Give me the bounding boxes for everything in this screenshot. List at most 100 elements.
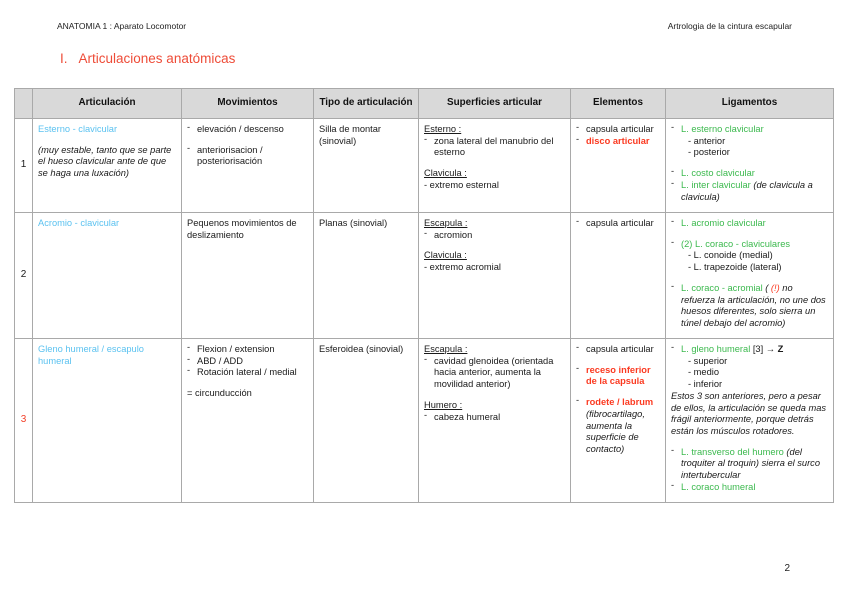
list-item: - extremo esternal bbox=[424, 179, 499, 190]
list-item: - extremo acromial bbox=[424, 262, 501, 273]
dash-bullet-icon: - bbox=[671, 479, 675, 490]
movement-text: Pequenos movimientos de deslizamiento bbox=[187, 218, 297, 240]
list-item: - Flexion / extension bbox=[187, 342, 275, 354]
cell-tipo: Esferoidea (sinovial) bbox=[313, 338, 419, 503]
dash-bullet-icon: - bbox=[576, 342, 580, 352]
dash-bullet-icon: - bbox=[671, 236, 675, 247]
dash-bullet-icon: - bbox=[576, 122, 580, 132]
cell-superficies: Escapula : - cavidad glenoidea (orientada… bbox=[418, 338, 571, 503]
table-header-row: Articulación Movimientos Tipo de articul… bbox=[14, 88, 834, 119]
cell-ligamentos: - L. esterno clavicular - anterior - post… bbox=[665, 118, 834, 213]
cell-articulacion: Acromio - clavicular bbox=[32, 212, 182, 339]
dash-bullet-icon: - bbox=[424, 133, 428, 144]
cell-movimientos: Pequenos movimientos de deslizamiento bbox=[181, 212, 314, 339]
doc-header-right: Artrologia de la cintura escapular bbox=[667, 21, 792, 31]
list-item: - L. esterno clavicular bbox=[671, 122, 764, 134]
table-row: 1 Esterno - clavicular (muy estable, tan… bbox=[14, 118, 834, 213]
surface-heading: Clavicula : bbox=[424, 168, 467, 179]
movement-summary: = circunducción bbox=[187, 388, 252, 399]
cell-articulacion: Esterno - clavicular (muy estable, tanto… bbox=[32, 118, 182, 213]
cell-movimientos: - Flexion / extension - ABD / ADD - Rotació… bbox=[181, 338, 314, 503]
surface-heading: Escapula : bbox=[424, 344, 468, 354]
list-item: - (2) L. coraco - claviculares bbox=[671, 236, 791, 249]
dash-bullet-icon: - bbox=[671, 177, 675, 188]
list-item: - L. gleno humeral [3] → Z bbox=[671, 342, 784, 354]
sub-item: - L. conoide (medial) bbox=[688, 250, 773, 261]
list-item: - L. coraco humeral bbox=[671, 479, 756, 492]
dash-bullet-icon: - bbox=[187, 122, 191, 132]
col-header-tipo: Tipo de articulación bbox=[313, 88, 419, 119]
col-header-movimientos: Movimientos bbox=[181, 88, 314, 119]
table-row: 2 Acromio - clavicular Pequenos movimien… bbox=[14, 212, 834, 339]
dash-bullet-icon: - bbox=[187, 342, 191, 352]
list-item: - L. transverso del humero (del troquiter… bbox=[671, 444, 820, 481]
dash-bullet-icon: - bbox=[424, 353, 428, 364]
cell-ligamentos: - L. gleno humeral [3] → Z - superior - m… bbox=[665, 338, 834, 503]
row-number: 3 bbox=[14, 338, 33, 503]
articulation-name: Esterno - clavicular bbox=[38, 124, 118, 134]
list-item: - cabeza humeral bbox=[424, 409, 501, 422]
list-item: - ABD / ADD bbox=[187, 353, 243, 366]
sub-item: - medio bbox=[688, 367, 720, 378]
list-item: - anteriorisacion / posteriorisación bbox=[187, 142, 263, 167]
articulation-note: (muy estable, tanto que se parte el hues… bbox=[38, 144, 172, 179]
dash-bullet-icon: - bbox=[671, 444, 675, 455]
warning-mark: (!) bbox=[770, 282, 780, 293]
joint-type: Planas (sinovial) bbox=[319, 218, 388, 228]
dash-bullet-icon: - bbox=[671, 122, 675, 132]
articulation-name: Gleno humeral / escapulo humeral bbox=[38, 344, 144, 366]
sub-item: - superior bbox=[688, 355, 728, 366]
cell-superficies: Escapula : - acromion Clavicula : - extre… bbox=[418, 212, 571, 339]
dash-bullet-icon: - bbox=[424, 409, 428, 420]
dash-bullet-icon: - bbox=[671, 342, 675, 352]
cell-elementos: - capsula articular - disco articular bbox=[570, 118, 666, 213]
surface-heading: Humero : bbox=[424, 399, 463, 410]
joint-type: Silla de montar (sinovial) bbox=[319, 124, 382, 146]
doc-header-left: ANATOMIA 1 : Aparato Locomotor bbox=[57, 21, 187, 31]
dash-bullet-icon: - bbox=[576, 133, 580, 144]
dash-bullet-icon: - bbox=[576, 216, 580, 226]
cell-elementos: - capsula articular bbox=[570, 212, 666, 339]
surface-heading: Clavicula : bbox=[424, 250, 467, 261]
list-item: - Rotación lateral / medial bbox=[187, 365, 297, 378]
dash-bullet-icon: - bbox=[576, 395, 580, 406]
col-header-ligamentos: Ligamentos bbox=[665, 88, 834, 119]
col-header-articulacion: Articulación bbox=[32, 88, 182, 119]
z-mark: → Z bbox=[765, 344, 784, 354]
cell-articulacion: Gleno humeral / escapulo humeral bbox=[32, 338, 182, 503]
dash-bullet-icon: - bbox=[576, 362, 580, 373]
cell-movimientos: - elevación / descenso - anteriorisacion /… bbox=[181, 118, 314, 213]
ligament-commentary: Estos 3 son anteriores, pero a pesar de … bbox=[671, 390, 827, 436]
list-item: - L. inter clavicular (de clavicula a cla… bbox=[671, 177, 813, 202]
list-item: - L. acromio clavicular bbox=[671, 216, 766, 228]
sub-item: - L. trapezoide (lateral) bbox=[688, 262, 782, 273]
cell-elementos: - capsula articular - receso inferior de l… bbox=[570, 338, 666, 503]
list-item: - L. coraco - acromial ( (!) no refuerza … bbox=[671, 280, 826, 328]
page-title-number: I. bbox=[60, 51, 68, 66]
row-number: 2 bbox=[14, 212, 33, 339]
col-header-superficies: Superficies articular bbox=[418, 88, 571, 119]
list-item: - acromion bbox=[424, 227, 473, 240]
list-item: - cavidad glenoidea (orientada hacia ante… bbox=[424, 353, 554, 390]
col-header-elementos: Elementos bbox=[570, 88, 666, 119]
articulations-table: Articulación Movimientos Tipo de articul… bbox=[14, 88, 834, 503]
list-item: - capsula articular bbox=[576, 342, 654, 354]
list-item: - zona lateral del manubrio del esterno bbox=[424, 133, 554, 158]
element-note: (fibrocartilago, aumenta la superficie d… bbox=[586, 408, 645, 454]
dash-bullet-icon: - bbox=[671, 216, 675, 226]
page-number: 2 bbox=[784, 563, 790, 574]
list-item: - disco articular bbox=[576, 133, 650, 146]
list-item: - L. costo clavicular bbox=[671, 166, 755, 179]
dash-bullet-icon: - bbox=[187, 365, 191, 376]
cell-tipo: Silla de montar (sinovial) bbox=[313, 118, 419, 213]
dash-bullet-icon: - bbox=[187, 353, 191, 364]
dash-bullet-icon: - bbox=[671, 166, 675, 177]
col-header-number bbox=[14, 88, 33, 119]
page-title: I. Articulaciones anatómicas bbox=[60, 51, 235, 66]
dash-bullet-icon: - bbox=[187, 142, 191, 153]
surface-heading: Escapula : bbox=[424, 218, 468, 228]
surface-heading: Esterno : bbox=[424, 124, 462, 134]
sub-item: - posterior bbox=[688, 147, 730, 158]
dash-bullet-icon: - bbox=[671, 280, 675, 291]
list-item: - capsula articular bbox=[576, 216, 654, 228]
